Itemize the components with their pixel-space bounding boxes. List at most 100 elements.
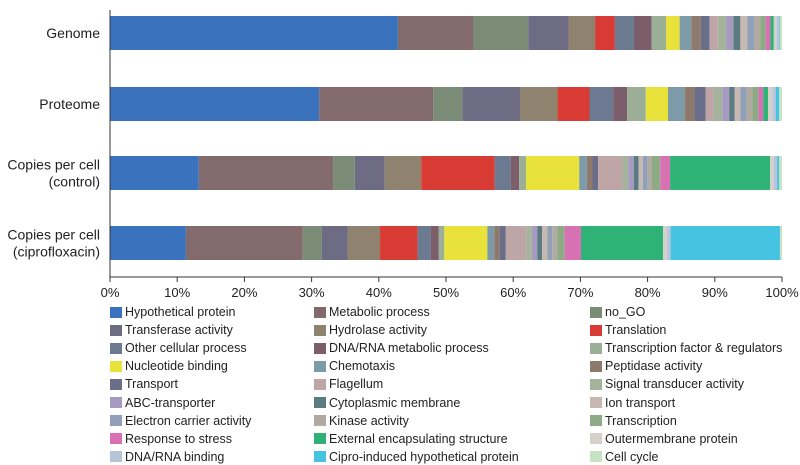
bar-segment [666, 16, 680, 50]
bar-segment [651, 16, 667, 50]
bar-segment [568, 16, 596, 50]
legend-label: Ion transport [605, 395, 676, 410]
legend-item: Transferase activity [110, 322, 233, 338]
bar-segment [417, 226, 431, 260]
bar-segment [752, 87, 759, 121]
bar-segment [526, 226, 532, 260]
legend-swatch [590, 342, 602, 354]
bar-segment [579, 156, 587, 190]
legend-label: Response to stress [125, 431, 232, 446]
bar-segment [754, 16, 761, 50]
bar-segment [198, 156, 334, 190]
bar-segment [473, 16, 529, 50]
bar-segment [633, 156, 639, 190]
bar-segment [747, 16, 755, 50]
bar-segment [668, 87, 685, 121]
legend-label: Chemotaxis [329, 359, 395, 374]
legend-swatch [590, 433, 602, 445]
bar-segment [430, 226, 439, 260]
legend-item: Hydrolase activity [314, 322, 427, 338]
legend-label: no_GO [605, 305, 646, 319]
legend-label: Transcription factor & regulators [605, 341, 783, 356]
bar-segment [531, 226, 538, 260]
x-tick-label: 70% [567, 285, 593, 300]
bar-segment [663, 226, 668, 260]
legend-label: Electron carrier activity [125, 413, 252, 428]
legend-label: Nucleotide binding [125, 359, 228, 374]
bar-segment [691, 16, 701, 50]
bar-segment [700, 16, 710, 50]
bar-segment [613, 87, 628, 121]
legend-item: Translation [590, 322, 666, 338]
legend-label: Hypothetical protein [125, 305, 236, 319]
bar-segment [110, 87, 320, 121]
bar-segment [494, 156, 511, 190]
bar-segment [433, 87, 463, 121]
x-tick-label: 50% [433, 285, 459, 300]
legend-item: Flagellum [314, 376, 383, 392]
bar-segment [777, 156, 780, 190]
legend-swatch [590, 378, 602, 390]
bar-segment [758, 87, 764, 121]
legend-item: Outermembrane protein [590, 431, 738, 447]
bar-segment [598, 156, 623, 190]
bar-segment [494, 226, 500, 260]
legend-item: Electron carrier activity [110, 413, 251, 429]
legend-label: Hydrolase activity [329, 323, 427, 338]
legend-swatch [314, 415, 326, 427]
bar-segment [779, 226, 782, 260]
legend-item: Cipro-induced hypothetical protein [314, 449, 519, 465]
bar-segment [670, 226, 780, 260]
bar-segment [773, 16, 777, 50]
legend-item: External encapsulating structure [314, 431, 508, 447]
bar-segment [547, 226, 553, 260]
x-tick-label: 40% [366, 285, 392, 300]
legend-item: ABC-transporter [110, 395, 215, 411]
bar-segment [581, 226, 664, 260]
x-tick-label: 80% [635, 285, 661, 300]
bar-segment [642, 156, 648, 190]
bar-segment [770, 156, 774, 190]
bar-segment [684, 87, 695, 121]
bar-segment [765, 16, 771, 50]
bar-segment [321, 226, 348, 260]
bar-segment [726, 16, 734, 50]
bar-segment [760, 16, 766, 50]
bar-segment [717, 16, 727, 50]
bar-segment [645, 87, 669, 121]
bar-segment [333, 156, 355, 190]
legend-label: ABC-transporter [125, 395, 216, 410]
bar-segment [302, 226, 322, 260]
bar-segment [487, 226, 495, 260]
legend-swatch [314, 360, 326, 372]
legend-swatch [314, 397, 326, 408]
legend-label: Transferase activity [125, 323, 233, 338]
legend-label: Metabolic process [329, 305, 430, 319]
legend-item: Chemotaxis [314, 358, 395, 374]
bar-segment [586, 156, 593, 190]
legend-label: Outermembrane protein [605, 431, 738, 446]
legend-swatch [314, 451, 326, 463]
legend-label: External encapsulating structure [329, 431, 508, 446]
legend-label: DNA/RNA binding [125, 449, 225, 464]
bar-segment [670, 156, 771, 190]
legend-label: Other cellular process [125, 341, 247, 356]
legend-swatch [314, 378, 326, 390]
bar-segment [110, 16, 398, 50]
legend-swatch [590, 306, 602, 318]
x-tick-label: 60% [500, 285, 526, 300]
bar-segment [775, 87, 780, 121]
bar-segment [779, 16, 782, 50]
bar-segment [557, 87, 590, 121]
bar-segment [779, 16, 780, 50]
legend-item: Transcription [590, 413, 677, 429]
legend-label: Kinase activity [329, 413, 409, 428]
bar-segment [740, 16, 748, 50]
legend-item: Transcription factor & regulators [590, 340, 782, 356]
bar-segment [510, 156, 520, 190]
legend-item: Signal transducer activity [590, 376, 744, 392]
legend-swatch [110, 342, 122, 354]
bar-segment [622, 156, 629, 190]
